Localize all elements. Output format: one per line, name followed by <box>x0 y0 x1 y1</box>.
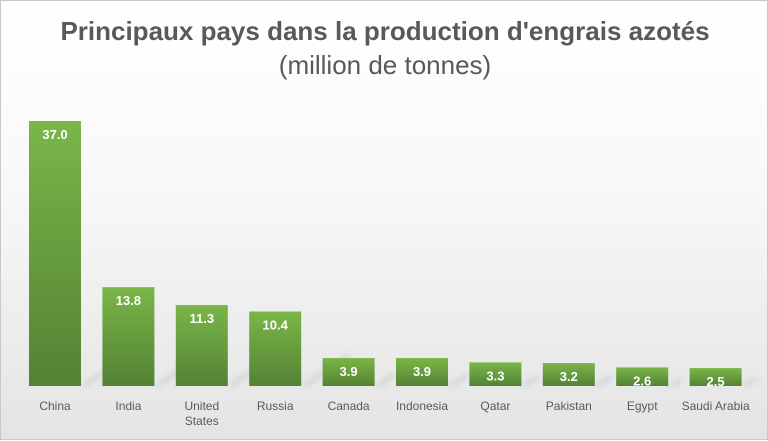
bar-value-label: 13.8 <box>116 293 141 308</box>
bar-value-label: 3.2 <box>560 369 578 384</box>
chart-title: Principaux pays dans la production d'eng… <box>60 16 710 46</box>
bar-value-label: 10.4 <box>263 318 289 333</box>
bar-india <box>102 287 155 386</box>
bar-united-states <box>175 305 228 386</box>
bar-value-label: 37.0 <box>42 127 67 142</box>
bar-shadow <box>374 374 398 386</box>
bar-qatar <box>469 362 522 386</box>
bar-saudi-arabia <box>689 368 742 386</box>
bar-shadow <box>668 378 686 386</box>
bar-value-label: 3.9 <box>340 364 358 379</box>
category-label: Pakistan <box>546 399 592 413</box>
category-label: Qatar <box>480 399 510 413</box>
category-label: Russia <box>257 399 294 413</box>
bar-value-label: 11.3 <box>190 311 215 326</box>
bar-shadow <box>594 376 615 386</box>
bar-shadow <box>448 374 471 386</box>
bar-russia <box>249 311 302 386</box>
bar-shadow <box>741 378 759 386</box>
bar-value-label: 2.6 <box>633 373 651 388</box>
category-label: Egypt <box>627 399 658 413</box>
category-label: States <box>185 414 219 428</box>
bar-indonesia <box>396 358 448 386</box>
bar-value-label: 2.5 <box>707 374 725 389</box>
bar-shadow <box>521 376 542 386</box>
bar-pakistan <box>542 363 595 386</box>
chart-subtitle: (million de tonnes) <box>278 50 492 80</box>
category-label: United <box>184 399 219 413</box>
bar-value-label: 3.3 <box>486 368 504 383</box>
category-label: India <box>115 399 141 413</box>
bar-egypt <box>616 367 669 386</box>
bar-value-label: 3.9 <box>413 364 431 379</box>
category-label: Saudi Arabia <box>682 399 750 413</box>
category-label: China <box>39 399 71 413</box>
category-label: Canada <box>328 399 370 413</box>
category-label: Indonesia <box>396 399 448 413</box>
bar-china <box>29 121 81 386</box>
bar-canada <box>322 358 375 386</box>
